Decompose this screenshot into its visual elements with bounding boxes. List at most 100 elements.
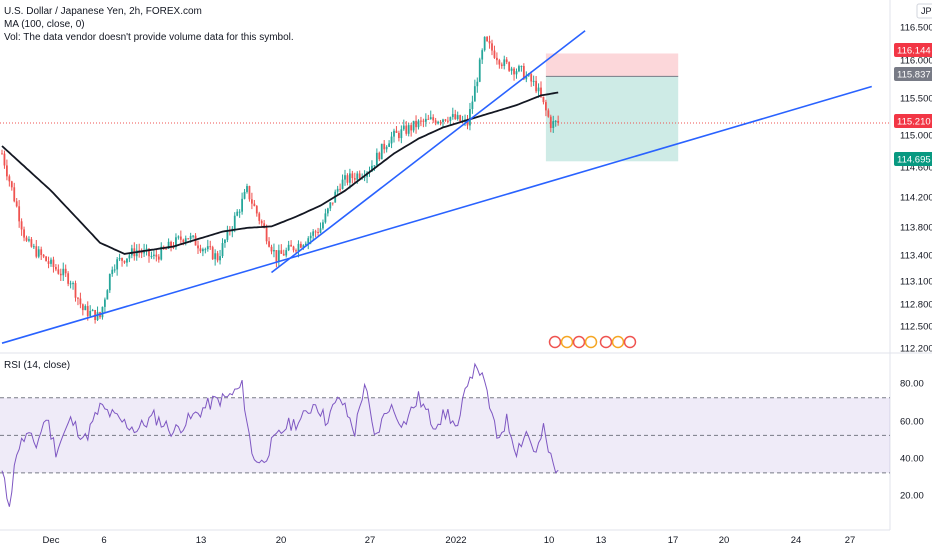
candle-body [420, 120, 422, 122]
candle-body [312, 231, 315, 236]
candle-body [42, 254, 45, 257]
candle-body [427, 118, 430, 120]
candle-body [35, 246, 38, 257]
candle-body [552, 120, 555, 129]
price-tick-label: 112.500 [900, 322, 932, 333]
candle-body [351, 173, 354, 179]
candle-body [422, 120, 425, 122]
price-badge-text: 116.144 [897, 46, 931, 57]
time-tick-label: 27 [845, 535, 856, 546]
time-tick-label: 6 [101, 535, 106, 546]
candle-body [439, 121, 442, 123]
candle-body [226, 229, 229, 240]
time-tick-label: 13 [596, 535, 607, 546]
candle-body [349, 173, 351, 183]
candle-body [57, 269, 60, 274]
price-tick-label: 114.200 [900, 193, 932, 204]
candle-body [500, 64, 503, 66]
candle-body [32, 246, 35, 248]
candle-body [307, 238, 310, 244]
candle-body [182, 239, 185, 242]
candle-body [123, 260, 126, 263]
candle-body [253, 203, 256, 207]
price-tick-label: 113.400 [900, 251, 932, 262]
candle-body [37, 249, 40, 257]
economic-event-icon [599, 335, 613, 349]
candle-body [89, 311, 92, 316]
candle-body [478, 59, 481, 82]
candle-body [258, 213, 261, 221]
candle-body [456, 115, 459, 120]
price-badge-text: 114.695 [897, 155, 931, 166]
price-badge [894, 152, 932, 166]
candle-body [148, 248, 150, 257]
stop-loss-zone [545, 53, 679, 77]
candle-body [407, 125, 410, 134]
price-badge [894, 43, 932, 57]
candle-body [515, 71, 518, 75]
rsi-tick-label: 60.00 [900, 417, 924, 428]
candle-body [324, 213, 327, 223]
candle-body [23, 229, 25, 238]
candle-body [380, 143, 383, 160]
candle-body [336, 188, 339, 192]
candle-body [319, 228, 322, 233]
candle-body [375, 152, 378, 166]
rsi-label[interactable]: RSI (14, close) [4, 360, 71, 371]
candle-body [77, 297, 79, 299]
price-tick-label: 116.500 [900, 23, 932, 34]
candle-body [385, 146, 388, 150]
candle-body [50, 259, 52, 264]
candle-body [388, 143, 390, 147]
candle-body [451, 114, 454, 118]
candle-body [287, 244, 290, 251]
candle-body [508, 62, 511, 71]
rsi-tick-label: 40.00 [900, 454, 924, 465]
time-tick-label: 13 [196, 535, 207, 546]
candle-body [64, 268, 67, 274]
price-tick-label: 113.800 [900, 223, 932, 234]
candle-body [128, 255, 131, 259]
candle-body [481, 50, 484, 60]
candle-body [255, 206, 258, 214]
candle-body [282, 253, 285, 256]
candle-body [206, 246, 209, 250]
candle-body [317, 232, 319, 234]
candle-body [130, 248, 133, 256]
candle-body [339, 188, 341, 190]
price-badge-text: 115.837 [897, 70, 931, 81]
candle-body [277, 250, 280, 262]
price-badge-text: 115.210 [897, 117, 931, 128]
candle-body [209, 246, 212, 248]
candle-body [265, 227, 268, 242]
candle-body [341, 179, 344, 189]
volume-legend[interactable]: Vol: The data vendor doesn't provide vol… [4, 32, 294, 43]
candle-body [285, 250, 288, 256]
candle-body [81, 304, 84, 311]
candle-body [101, 306, 104, 318]
candle-body [513, 68, 515, 75]
economic-event-icon [572, 335, 586, 349]
candle-body [309, 235, 312, 239]
candle-body [447, 120, 449, 122]
candle-body [59, 273, 62, 276]
candle-body [532, 80, 535, 82]
price-tick-label: 113.100 [900, 277, 932, 288]
candle-body [8, 176, 11, 182]
candle-body [106, 290, 109, 300]
ma-legend[interactable]: MA (100, close, 0) [4, 19, 85, 30]
candle-body [442, 119, 444, 123]
candle-body [295, 250, 297, 252]
candle-body [175, 237, 177, 248]
candle-body [363, 176, 366, 178]
candle-body [160, 246, 163, 260]
candle-body [344, 175, 346, 180]
candle-body [167, 241, 170, 249]
candle-body [510, 68, 513, 71]
currency-badge-text: JPY [921, 6, 932, 16]
candle-body [214, 253, 217, 260]
candle-body [111, 269, 114, 275]
symbol-title[interactable]: U.S. Dollar / Japanese Yen, 2h, FOREX.co… [4, 6, 202, 17]
candle-body [292, 246, 295, 251]
